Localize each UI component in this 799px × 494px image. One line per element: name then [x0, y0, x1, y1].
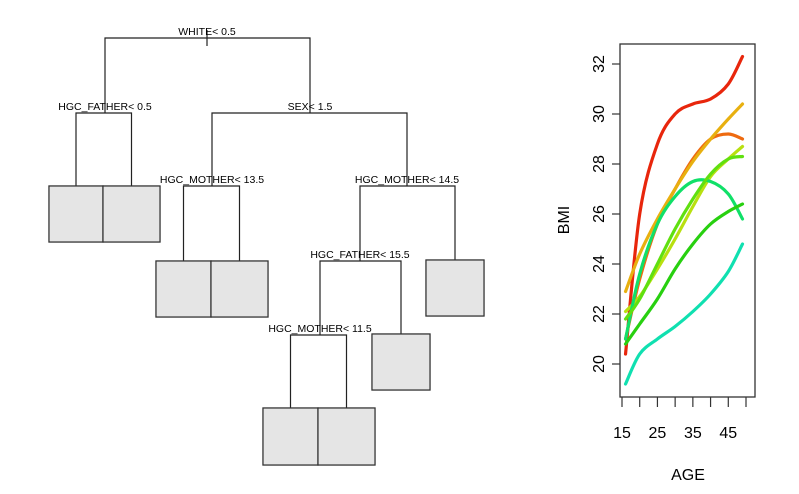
leaf-panel: [371, 333, 431, 391]
bmi-series-line: [623, 202, 745, 346]
split-label: HGC_MOTHER< 14.5: [355, 174, 459, 186]
y-tick-label: 30: [591, 105, 608, 123]
leaf-panel: [262, 407, 319, 466]
plot-frame: [619, 43, 756, 398]
bmi-series-line: [623, 54, 745, 356]
bmi-series-line: [623, 132, 745, 341]
y-tick-label: 22: [591, 305, 608, 323]
x-tick-label: 25: [649, 425, 667, 442]
split-label: HGC_MOTHER< 11.5: [268, 323, 372, 335]
tree-split-branch: [182, 185, 241, 261]
regression-tree: WHITE< 0.5 HGC_FATHER< 0.5 SEX< 1.5 HGC_MOT…: [48, 26, 485, 466]
leaf-panel: [102, 185, 161, 243]
y-tick-label: 20: [591, 355, 608, 373]
bmi-series-line: [623, 144, 745, 314]
leaf-panel: [210, 260, 269, 318]
split-label: HGC_FATHER< 15.5: [310, 249, 409, 261]
bmi-series-line: [623, 102, 745, 294]
split-label: HGC_FATHER< 0.5: [58, 101, 152, 113]
tree-split-branch: [211, 112, 408, 186]
bmi-series-line: [623, 242, 745, 386]
split-label: HGC_MOTHER< 13.5: [160, 174, 264, 186]
y-tick-label: 26: [591, 205, 608, 223]
leaf-panel: [317, 407, 376, 466]
y-tick-label: 24: [591, 255, 608, 273]
leaf-panel: [48, 185, 104, 243]
x-tick-label: 45: [719, 425, 737, 442]
tree-split-branch: [289, 334, 348, 408]
leaf-panel: [425, 259, 485, 317]
split-label: WHITE< 0.5: [178, 26, 236, 38]
x-tick-label: 15: [613, 425, 631, 442]
y-tick-label: 28: [591, 155, 608, 173]
y-axis-title: BMI: [556, 206, 573, 234]
bmi-series-line: [623, 154, 745, 321]
x-axis-title: AGE: [671, 467, 705, 484]
tree-split-branch: [359, 185, 456, 261]
tree-split-branch: [75, 112, 133, 186]
leaf-panel: [155, 260, 212, 318]
bmi-series-line: [623, 178, 745, 341]
tree-split-branch: [319, 260, 402, 335]
split-label: SEX< 1.5: [288, 101, 333, 113]
y-tick-label: 32: [591, 55, 608, 73]
x-tick-label: 35: [684, 425, 702, 442]
